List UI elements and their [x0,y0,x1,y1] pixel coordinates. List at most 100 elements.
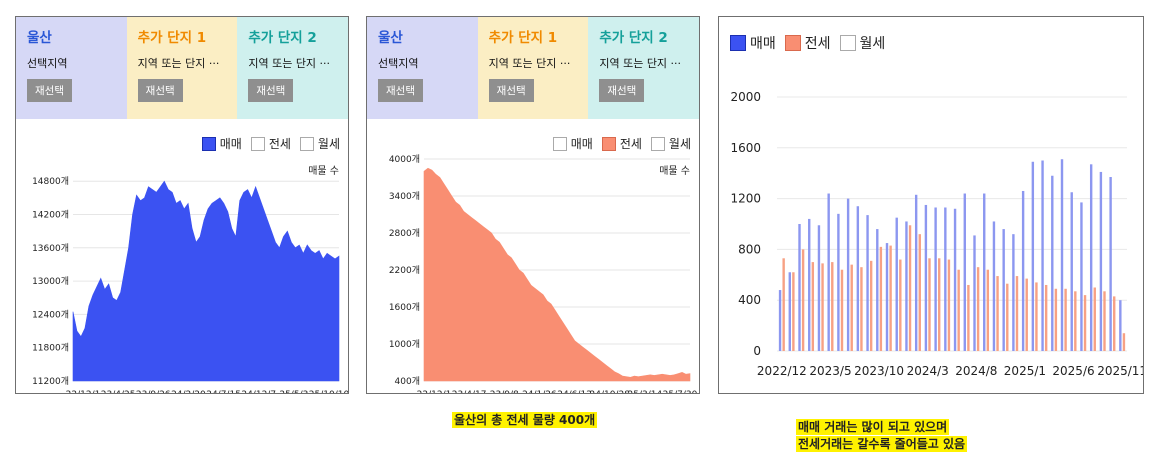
legend-wolse[interactable]: 월세 [839,33,885,53]
bar-sale [953,208,957,351]
legend-jeonse[interactable]: 전세 [601,135,642,152]
x-tick-label: 22/12/1 [66,390,101,394]
bar-sale [983,193,986,351]
area-series-전세 [423,167,691,382]
y-tick-label: 1000개 [389,339,420,350]
checkbox-icon[interactable] [552,136,567,151]
y-tick-label: 400개 [395,376,420,387]
bar-sale [1070,192,1073,351]
legend-wolse[interactable]: 월세 [299,135,340,152]
y-tick-label: 1200 [730,192,761,206]
x-tick-label: 24/2/20 [171,390,206,394]
bar-sale [1089,164,1093,351]
tab-extra-2[interactable]: 추가 단지 2 지역 또는 단지 ··· 재선택 [237,17,348,119]
x-tick-label: 23/4/17 [452,390,487,394]
reselect-button[interactable]: 재선택 [488,79,534,102]
bar-sale [808,218,811,351]
y-tick-label: 11200개 [32,376,69,387]
bar-jeonse [947,259,951,351]
bar-jeonse [1093,287,1096,351]
x-tick-label: 2025/1 [1004,364,1046,378]
reselect-button[interactable]: 재선택 [599,79,645,102]
bar-jeonse [869,260,873,351]
x-tick-label: 25/3/14 [628,390,663,394]
checkbox-icon[interactable] [650,136,665,151]
bar-sale [1002,229,1005,351]
checkbox-checked-icon[interactable] [201,136,216,151]
region-tabs: 울산 선택지역 재선택 추가 단지 1 지역 또는 단지 ··· 재선택 추가 … [367,17,699,119]
tab-subtitle: 지역 또는 단지 ··· [248,57,331,70]
bar-jeonse [840,269,844,351]
x-tick-label: 25/10/10 [309,390,349,394]
checkbox-icon[interactable] [839,35,856,51]
y-tick-label: 400 [738,293,761,307]
bar-jeonse [860,267,863,351]
tab-title: 추가 단지 1 [137,30,207,46]
sale-area-chart: 11200개 11800개 12400개 13000개 13600개 14200개 1480… [32,165,349,394]
checkbox-icon[interactable] [299,136,314,151]
bar-sale [992,221,996,351]
tab-subtitle: 선택지역 [378,57,419,70]
chart-legend: 매매 전세 월세 [721,33,885,53]
reselect-button[interactable]: 재선택 [248,79,294,102]
legend-jeonse[interactable]: 전세 [250,135,291,152]
checkbox-icon[interactable] [250,136,265,151]
legend-jeonse[interactable]: 전세 [784,33,831,53]
x-tick-label: 24/10/28 [590,390,631,394]
x-tick-label: 2025/6 [1052,364,1094,378]
bar-jeonse [976,267,980,351]
bar-sale [837,213,840,351]
tab-region-ulsan[interactable]: 울산 선택지역 재선택 [16,17,127,119]
x-tick-label: 2023/5 [809,364,851,378]
y-tick-label: 14800개 [32,176,69,187]
tab-title: 울산 [378,30,403,46]
bar-jeonse [1015,276,1019,351]
bar-jeonse [1054,288,1058,351]
y-tick-label: 4000개 [389,154,420,165]
bar-jeonse [782,258,785,351]
bar-sale [778,290,782,351]
legend-wolse[interactable]: 월세 [650,135,691,152]
bar-jeonse [801,249,805,351]
reselect-button[interactable]: 재선택 [27,79,72,102]
legend-sale[interactable]: 매매 [552,135,593,152]
tab-subtitle: 지역 또는 단지 ··· [137,57,220,70]
transaction-volume-panel: 매매 전세 월세 0 400 800 1200 1600 2000 2022/12 2023/… [718,16,1144,394]
legend-sale[interactable]: 매매 [201,135,242,152]
bar-jeonse [918,234,921,351]
tab-extra-1[interactable]: 추가 단지 1 지역 또는 단지 ··· 재선택 [477,17,589,119]
tab-subtitle: 지역 또는 단지 ··· [599,57,682,70]
tab-extra-2[interactable]: 추가 단지 2 지역 또는 단지 ··· 재선택 [588,17,699,119]
bar-jeonse [821,263,824,351]
reselect-button[interactable]: 재선택 [137,79,183,102]
x-tick-label: 25/7/30 [663,390,698,394]
reselect-button[interactable]: 재선택 [378,79,423,102]
bar-jeonse [1103,291,1106,351]
bar-sale [1080,202,1083,351]
tab-region-ulsan[interactable]: 울산 선택지역 재선택 [367,17,478,119]
annotation-note: 전세거래는 갈수록 줄어들고 있음 [796,436,968,452]
tab-title: 울산 [27,30,52,46]
checkbox-checked-icon[interactable] [601,136,616,151]
region-tabs: 울산 선택지역 재선택 추가 단지 1 지역 또는 단지 ··· 재선택 추가 … [16,17,348,119]
area-series-매매 [72,180,340,382]
tab-title: 추가 단지 1 [488,30,558,46]
y-tick-label: 14200개 [32,210,69,221]
bar-jeonse [1035,282,1038,351]
sale-listing-panel: 울산 선택지역 재선택 추가 단지 1 지역 또는 단지 ··· 재선택 추가 … [15,16,349,394]
tab-subtitle: 선택지역 [27,57,68,70]
bar-sale [1109,177,1112,351]
x-tick-label: 22/12/1 [417,390,452,394]
checkbox-checked-icon[interactable] [784,35,801,51]
checkbox-checked-icon[interactable] [730,35,746,51]
bar-sale [788,272,791,351]
x-tick-label: 24/12/7 [241,390,276,394]
bar-sale [934,207,937,351]
y-tick-label: 800 [738,242,761,256]
jeonse-area-chart: 400개 1000개 1600개 2200개 2800개 3400개 4000개 22/12/… [389,154,698,394]
x-tick-label: 25/5/3 [279,390,308,394]
chart-series-label: 매물 수 [308,165,339,177]
x-tick-label: 2024/3 [907,364,949,378]
tab-extra-1[interactable]: 추가 단지 1 지역 또는 단지 ··· 재선택 [126,17,238,119]
legend-sale[interactable]: 매매 [730,33,776,53]
